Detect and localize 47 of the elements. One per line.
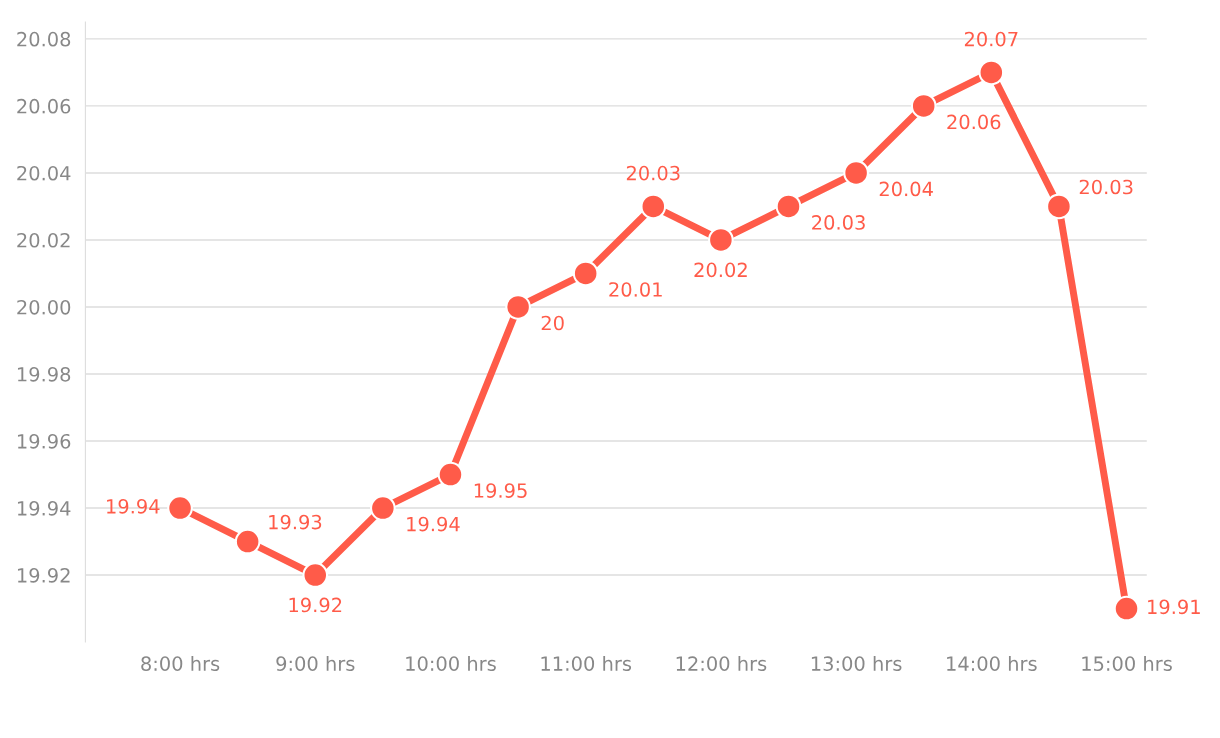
data-label: 20.03: [812, 215, 865, 230]
data-label: 19.91: [1148, 599, 1200, 615]
y-tick-label: 20.00: [17, 299, 71, 315]
point: [370, 495, 396, 521]
data-label: 20.03: [626, 165, 680, 181]
data-label: 19.95: [474, 483, 527, 498]
data-label: 20.04: [879, 181, 933, 197]
point: [302, 562, 329, 588]
point: [234, 528, 261, 555]
data-label: 19.92: [289, 597, 342, 613]
x-tick-label: 14:00 hrs: [947, 655, 1037, 671]
y-tick-label: 19.98: [17, 366, 71, 382]
y-tick-label: 20.08: [17, 31, 71, 47]
x-tick-label: 9:00 hrs: [276, 655, 355, 671]
y-tick-label: 19.96: [17, 433, 71, 449]
point: [978, 59, 1005, 86]
x-tick-label: 13:00 hrs: [811, 655, 902, 671]
data-label: 19.93: [269, 514, 322, 530]
x-tick-label: 11:00 hrs: [541, 655, 632, 671]
data-label: 20.02: [694, 262, 747, 278]
point: [1046, 193, 1072, 220]
point: [572, 260, 599, 287]
x-tick-label: 15:00 hrs: [1082, 655, 1172, 671]
x-tick-label: 8:00 hrs: [141, 655, 220, 671]
point: [843, 160, 869, 186]
y-tick-label: 20.02: [17, 232, 70, 248]
data-label: 19.94: [407, 516, 460, 532]
data-label: 19.94: [107, 498, 160, 514]
y-tick-label: 19.94: [17, 500, 71, 516]
point: [910, 93, 937, 119]
data-label: 20.06: [947, 114, 1001, 130]
data-label: 20: [541, 315, 564, 331]
point: [167, 495, 193, 521]
x-tick-label: 12:00 hrs: [676, 655, 767, 671]
point: [708, 227, 734, 253]
data-label: 20.03: [1079, 179, 1133, 195]
point: [775, 193, 802, 220]
point: [437, 461, 464, 488]
data-label: 20.07: [964, 31, 1018, 47]
point: [1113, 595, 1140, 622]
point: [505, 294, 531, 320]
data-label: 20.01: [609, 282, 662, 297]
point: [640, 193, 667, 220]
y-tick-label: 20.06: [17, 98, 71, 114]
x-tick-label: 10:00 hrs: [406, 655, 496, 671]
y-tick-label: 19.92: [17, 568, 70, 583]
y-tick-label: 20.04: [17, 165, 71, 181]
